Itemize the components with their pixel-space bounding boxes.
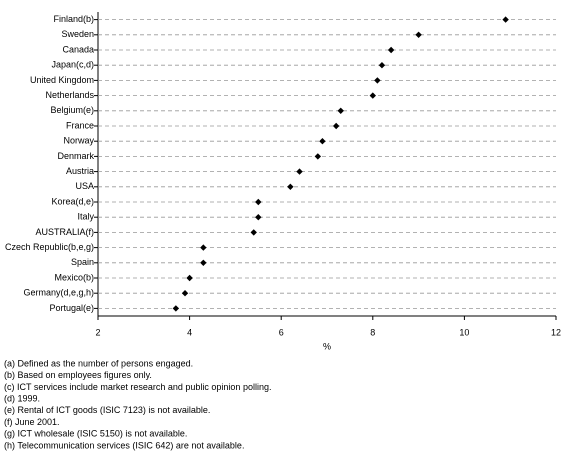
dot	[287, 183, 294, 190]
x-axis-label: %	[323, 341, 331, 351]
dot	[200, 259, 207, 266]
dot	[319, 138, 326, 145]
footnote: (d) 1999.	[4, 393, 40, 403]
dot	[255, 198, 262, 206]
y-tick-label: AUSTRALIA(f)	[35, 227, 94, 237]
dot	[186, 274, 193, 282]
y-tick-label: Spain	[71, 257, 94, 267]
x-tick-label: 8	[370, 327, 375, 337]
y-tick-label: France	[66, 120, 94, 130]
dot	[337, 107, 344, 114]
footnote: (f) June 2001.	[4, 417, 60, 427]
dot	[387, 46, 395, 54]
y-tick-label: Sweden	[61, 29, 94, 39]
dot	[314, 153, 322, 160]
x-tick-label: 2	[95, 327, 100, 337]
footnote: (h) Telecommunication services (ISIC 642…	[4, 440, 244, 450]
dot	[378, 62, 386, 69]
y-tick-label: Portugal(e)	[49, 303, 94, 313]
dot	[250, 229, 257, 236]
dot	[296, 168, 303, 175]
dot	[255, 214, 262, 221]
x-tick-label: 10	[459, 327, 469, 337]
y-tick-label: Finland(b)	[53, 14, 94, 24]
x-tick-label: 12	[551, 327, 561, 337]
y-tick-label: Netherlands	[45, 90, 94, 100]
y-tick-label: Belgium(e)	[50, 105, 94, 115]
dot	[181, 290, 189, 297]
footnote: (b) Based on employees figures only.	[4, 370, 152, 380]
x-tick-label: 4	[187, 327, 192, 337]
y-tick-label: United Kingdom	[30, 75, 94, 85]
footnote: (e) Rental of ICT goods (ISIC 7123) is n…	[4, 405, 210, 415]
dot	[374, 77, 381, 84]
dot	[415, 31, 422, 38]
x-tick-label: 6	[279, 327, 284, 337]
dot	[332, 122, 340, 130]
y-tick-label: Norway	[63, 136, 94, 146]
dot	[502, 16, 509, 23]
y-tick-label: Germany(d,e,g,h)	[23, 288, 94, 298]
y-tick-label: Canada	[62, 44, 94, 54]
y-tick-label: Japan(c,d)	[51, 60, 94, 70]
y-tick-label: Italy	[77, 212, 94, 222]
footnote: (a) Defined as the number of persons eng…	[4, 358, 193, 368]
y-tick-label: Denmark	[57, 151, 94, 161]
y-tick-label: USA	[75, 181, 94, 191]
y-tick-label: Mexico(b)	[54, 272, 94, 282]
dot	[369, 92, 376, 99]
y-tick-label: Czech Republic(b,e,g)	[5, 242, 94, 252]
footnote: (c) ICT services include market research…	[4, 382, 271, 392]
dot	[172, 305, 180, 312]
y-tick-label: Korea(d,e)	[51, 196, 94, 206]
footnote: (g) ICT wholesale (ISIC 5150) is not ava…	[4, 429, 187, 439]
dot	[200, 244, 207, 251]
y-tick-label: Austria	[66, 166, 94, 176]
